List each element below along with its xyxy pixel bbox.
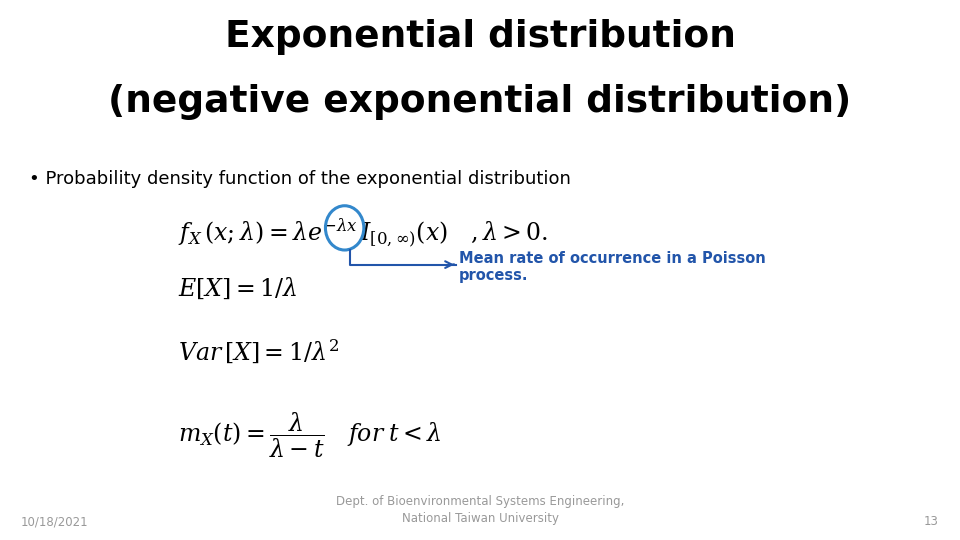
Text: (negative exponential distribution): (negative exponential distribution) [108,84,852,120]
Text: Exponential distribution: Exponential distribution [225,19,735,55]
Text: $f_{X}\,(x;\lambda) = \lambda e^{-\lambda x}\, I_{[0,\infty)}(x) \quad , \lambda: $f_{X}\,(x;\lambda) = \lambda e^{-\lambd… [178,216,548,249]
Text: $Var\,[X] = 1/\lambda^{2}$: $Var\,[X] = 1/\lambda^{2}$ [178,338,339,366]
Text: $m_{X}(t) = \dfrac{\lambda}{\lambda - t} \quad for \; t < \lambda$: $m_{X}(t) = \dfrac{\lambda}{\lambda - t}… [178,410,442,460]
Text: 10/18/2021: 10/18/2021 [21,515,88,528]
Text: Dept. of Bioenvironmental Systems Engineering,
National Taiwan University: Dept. of Bioenvironmental Systems Engine… [336,495,624,525]
Text: 13: 13 [924,515,939,528]
Text: Mean rate of occurrence in a Poisson
process.: Mean rate of occurrence in a Poisson pro… [459,251,766,283]
Text: $E[X] = 1/\lambda$: $E[X] = 1/\lambda$ [178,275,297,301]
Text: • Probability density function of the exponential distribution: • Probability density function of the ex… [29,170,570,188]
